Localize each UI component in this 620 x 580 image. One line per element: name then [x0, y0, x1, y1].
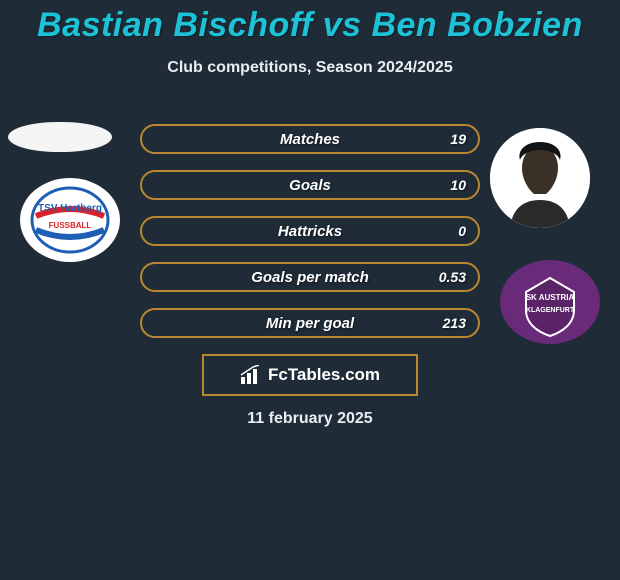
stat-row: Goals per match 0.53 [140, 262, 480, 292]
stat-right-value: 19 [450, 131, 466, 147]
branding-text: FcTables.com [268, 365, 380, 385]
club-badge-left-icon: TSV Hartberg FUSSBALL [20, 178, 120, 262]
stat-label: Matches [280, 131, 340, 148]
club-badge-left: TSV Hartberg FUSSBALL [20, 178, 120, 262]
svg-text:TSV Hartberg: TSV Hartberg [38, 203, 102, 214]
club-badge-right-icon: SK AUSTRIA KLAGENFURT [500, 260, 600, 344]
stat-row: Min per goal 213 [140, 308, 480, 338]
stat-row: Hattricks 0 [140, 216, 480, 246]
stat-label: Goals per match [251, 269, 369, 286]
stats-area: Matches 19 Goals 10 Hattricks 0 Goals pe… [140, 124, 480, 354]
comparison-title: Bastian Bischoff vs Ben Bobzien [0, 0, 620, 45]
stat-right-value: 0.53 [439, 269, 466, 285]
stat-row: Matches 19 [140, 124, 480, 154]
branding-box: FcTables.com [202, 354, 418, 396]
comparison-date: 11 february 2025 [0, 410, 620, 428]
player-silhouette-icon [490, 128, 590, 228]
club-badge-right: SK AUSTRIA KLAGENFURT [500, 260, 600, 344]
stat-label: Min per goal [266, 315, 354, 332]
bar-chart-icon [240, 365, 262, 385]
player-right-photo [490, 128, 590, 228]
player-left-photo [8, 122, 112, 152]
stat-right-value: 213 [443, 315, 466, 331]
svg-text:SK AUSTRIA: SK AUSTRIA [526, 293, 575, 302]
stat-right-value: 0 [458, 223, 466, 239]
stat-label: Hattricks [278, 223, 342, 240]
comparison-subtitle: Club competitions, Season 2024/2025 [0, 59, 620, 77]
svg-text:KLAGENFURT: KLAGENFURT [526, 307, 575, 314]
svg-text:FUSSBALL: FUSSBALL [49, 221, 92, 230]
stat-row: Goals 10 [140, 170, 480, 200]
stat-right-value: 10 [450, 177, 466, 193]
stat-label: Goals [289, 177, 331, 194]
